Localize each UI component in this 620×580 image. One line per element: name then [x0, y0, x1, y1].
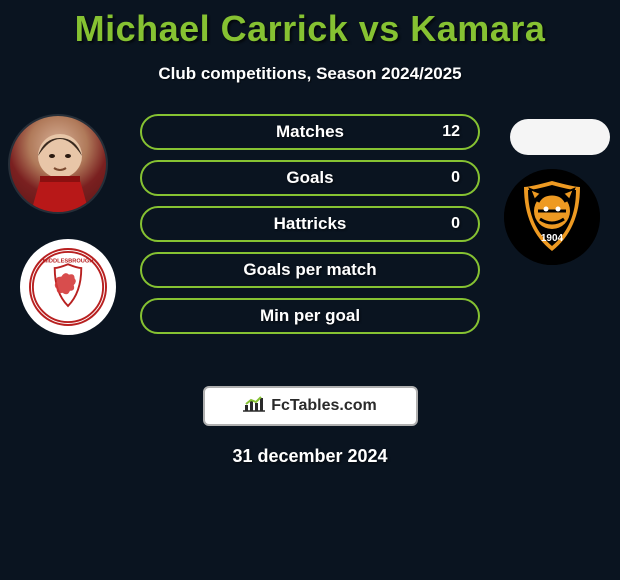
stat-pill-mpg: Min per goal: [140, 298, 480, 334]
chart-icon: [243, 395, 265, 418]
stat-label: Goals per match: [243, 260, 376, 280]
svg-text:MIDDLESBROUGH: MIDDLESBROUGH: [43, 258, 94, 264]
team-right-badge: 1904: [504, 169, 600, 265]
stat-pill-list: Matches 12 Goals 0 Hattricks 0 Goals per…: [140, 114, 480, 344]
page-subtitle: Club competitions, Season 2024/2025: [0, 64, 620, 84]
date-text: 31 december 2024: [0, 446, 620, 467]
stat-value: 0: [451, 169, 460, 187]
stat-pill-matches: Matches 12: [140, 114, 480, 150]
player-left-photo: [8, 114, 108, 214]
svg-text:1904: 1904: [541, 233, 564, 244]
stat-pill-gpm: Goals per match: [140, 252, 480, 288]
player-right-photo: [510, 119, 610, 155]
page-title: Michael Carrick vs Kamara: [0, 8, 620, 50]
stat-value: 12: [442, 123, 460, 141]
stat-value: 0: [451, 215, 460, 233]
stat-label: Matches: [276, 122, 344, 142]
stat-label: Hattricks: [274, 214, 347, 234]
stat-pill-hattricks: Hattricks 0: [140, 206, 480, 242]
stats-section: MIDDLESBROUGH 1904 Matc: [0, 114, 620, 374]
attribution-text: FcTables.com: [271, 397, 377, 415]
comparison-card: Michael Carrick vs Kamara Club competiti…: [0, 0, 620, 467]
team-left-badge: MIDDLESBROUGH: [20, 239, 116, 335]
stat-label: Min per goal: [260, 306, 360, 326]
attribution-box: FcTables.com: [203, 386, 418, 426]
stat-label: Goals: [286, 168, 333, 188]
stat-pill-goals: Goals 0: [140, 160, 480, 196]
